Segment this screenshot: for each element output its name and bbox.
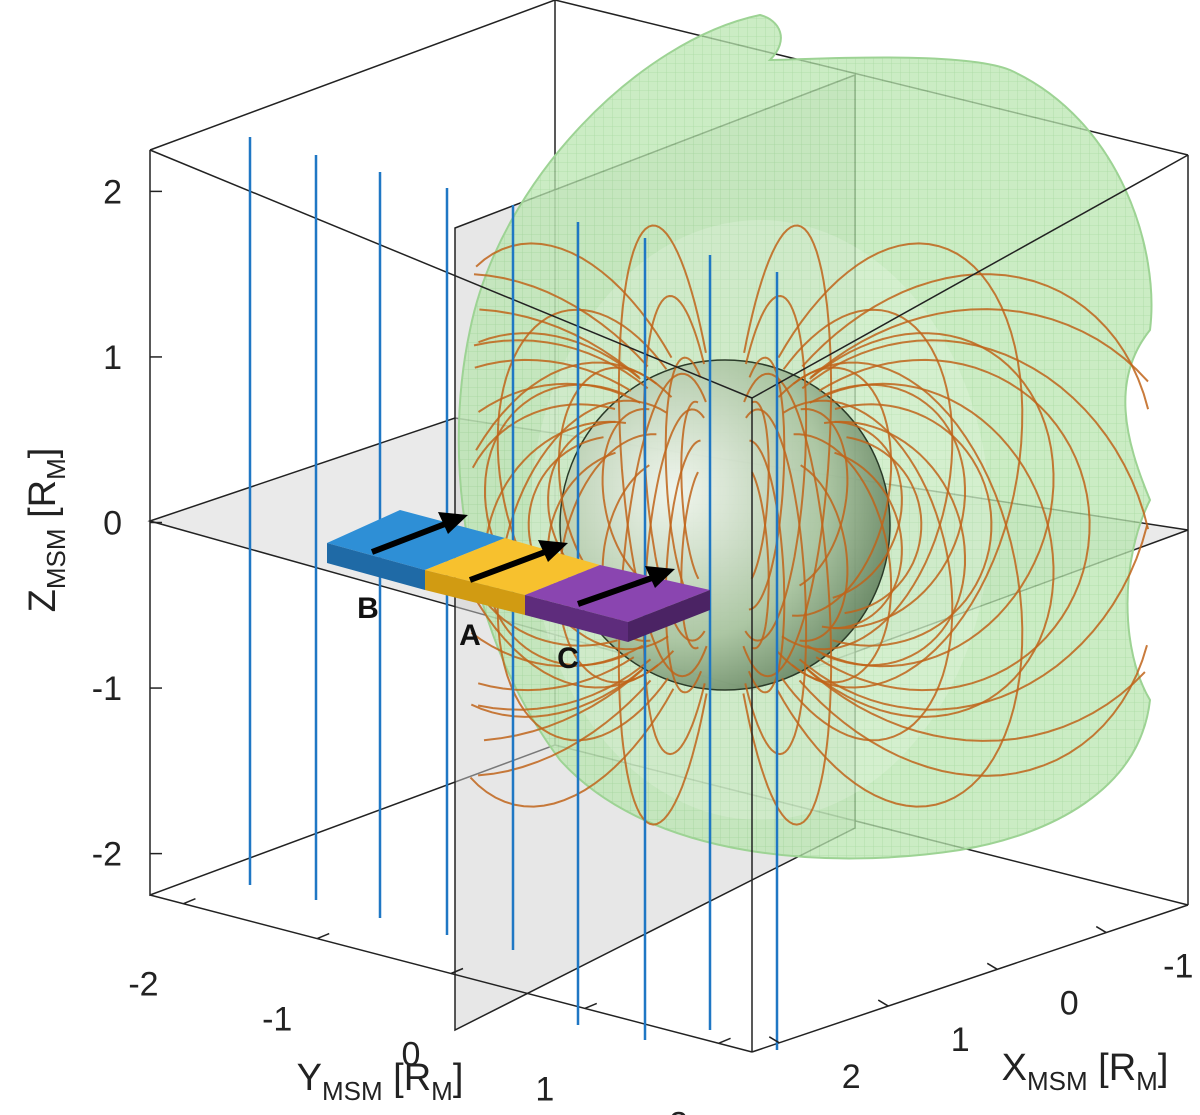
label-part: ] [1158, 1047, 1169, 1089]
field-line [832, 420, 903, 599]
z-tick-label: 2 [103, 173, 122, 211]
label-part: ] [453, 1057, 464, 1099]
field-line [844, 436, 923, 615]
field-line [471, 403, 618, 647]
field-line [680, 471, 699, 650]
field-line [799, 464, 849, 642]
label-part: [R [1088, 1047, 1137, 1089]
field-line [601, 407, 651, 587]
y-tick [718, 1037, 731, 1044]
x-tick-label: 2 [842, 1058, 861, 1096]
field-line [744, 294, 808, 642]
field-line [473, 273, 652, 711]
field-line [496, 399, 669, 742]
field-line [806, 332, 1055, 668]
z-tick-label: -2 [92, 836, 122, 874]
field-line [832, 451, 903, 630]
field-line [799, 407, 849, 587]
field-line [744, 408, 808, 756]
y-tick-label: -2 [128, 966, 158, 1004]
block-label: A [459, 619, 481, 652]
z-tick-label: -1 [92, 670, 122, 708]
zlabel-label: ZMSM [RM] [22, 448, 71, 613]
label-part: X [1002, 1047, 1027, 1089]
label-part: M [41, 458, 71, 480]
field-line [617, 224, 708, 678]
x-tick [877, 999, 889, 1007]
z-tick-label: 0 [103, 505, 122, 543]
field-line [473, 339, 652, 777]
label-part: M [431, 1076, 453, 1106]
field-line [781, 308, 954, 651]
field-line [751, 471, 770, 650]
field-line [832, 403, 993, 647]
blocks [327, 510, 710, 642]
label-part: MSM [322, 1076, 383, 1106]
y-tick-label: 1 [535, 1070, 554, 1108]
label-part: MSM [1027, 1066, 1088, 1096]
x-tick [986, 962, 998, 970]
field-line [798, 339, 1150, 777]
label-part: MSM [41, 528, 71, 589]
x-tick-label: -1 [1163, 948, 1193, 986]
ylabel-label: YMSM [RM] [297, 1057, 464, 1106]
xlabel-label: XMSM [RM] [1002, 1047, 1169, 1096]
field-line [807, 308, 1149, 742]
label-part: [R [22, 480, 64, 529]
block-label: B [357, 592, 379, 625]
field-line [496, 308, 669, 651]
y-tick [316, 932, 330, 940]
y-tick-label: 2 [669, 1105, 688, 1115]
block-label: C [557, 642, 579, 675]
field-line [775, 242, 1024, 689]
x-tick [1095, 925, 1107, 934]
field-line [474, 358, 635, 692]
label-part: ] [22, 448, 64, 459]
label-part: Y [297, 1057, 322, 1099]
field-line [791, 433, 893, 684]
z-tick-label: 1 [103, 339, 122, 377]
y-tick-label: 0 [402, 1036, 421, 1074]
field-line [617, 372, 708, 826]
field-line [792, 366, 893, 617]
field-line [781, 399, 954, 742]
field-line [470, 382, 644, 718]
field-line [806, 382, 1055, 718]
y-tick [584, 1002, 598, 1010]
label-part: [R [383, 1057, 432, 1099]
field-line [470, 332, 644, 668]
field-line [815, 358, 1091, 692]
x-tick-label: 1 [951, 1021, 970, 1059]
x-tick [768, 1036, 780, 1044]
label-part: M [1136, 1066, 1158, 1096]
y-tick [183, 898, 196, 905]
x-tick-label: 0 [1060, 984, 1079, 1022]
y-tick [450, 967, 464, 975]
field-line [775, 361, 1024, 808]
field-line [798, 273, 1150, 711]
label-part: Z [22, 589, 64, 612]
y-tick-label: -1 [262, 1001, 292, 1039]
